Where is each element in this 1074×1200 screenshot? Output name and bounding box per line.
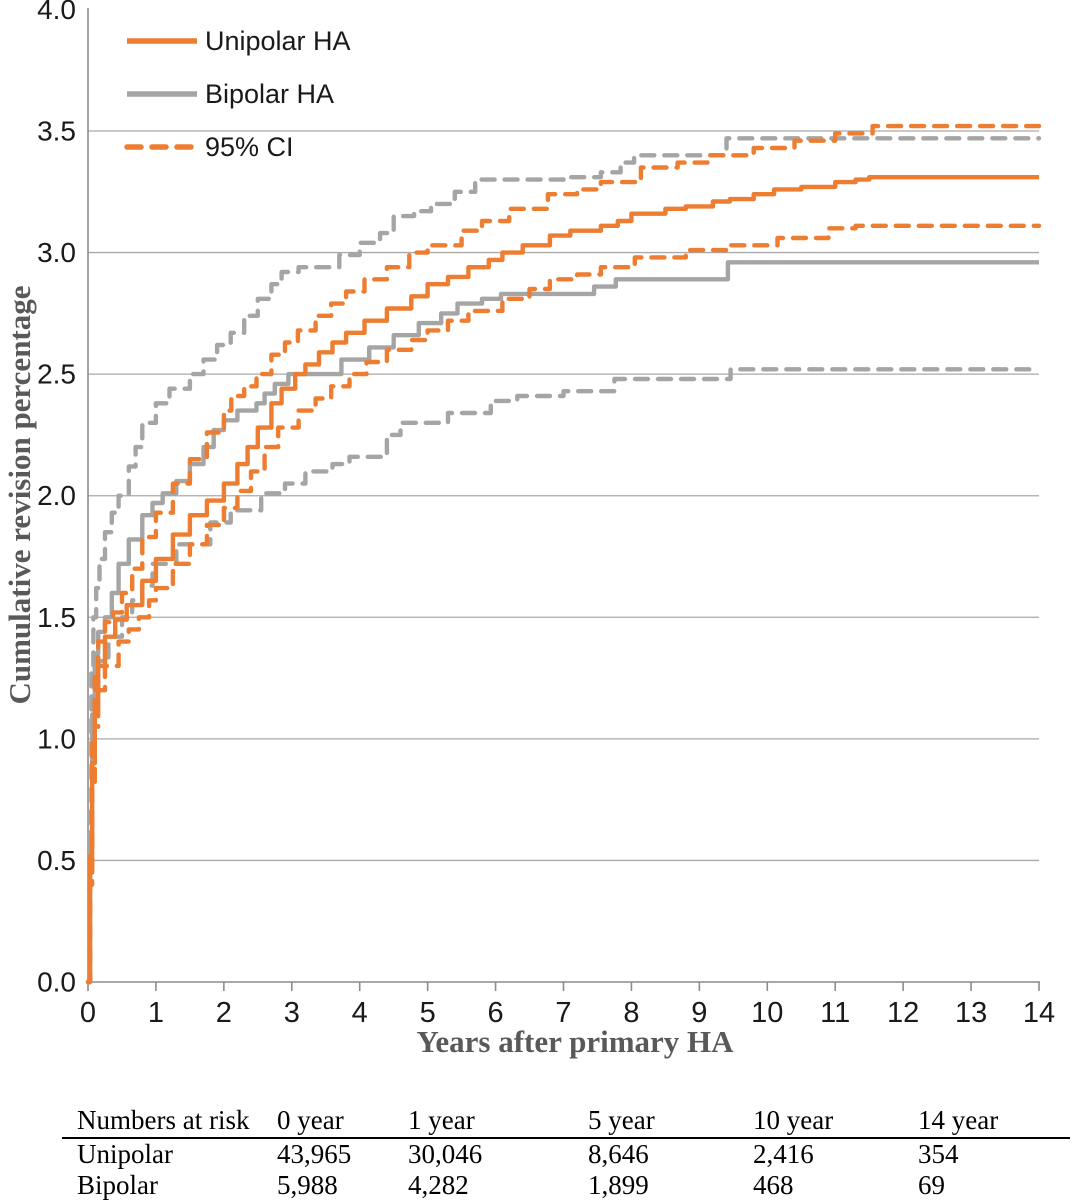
x-tick-label-1: 1 [148, 997, 164, 1029]
curve-unipolar-lower-ci [85, 223, 1042, 985]
risk-value: 2,416 [753, 1139, 814, 1169]
y-axis-title: Cumulative revision percentage [2, 285, 37, 704]
x-tick-label-4: 4 [352, 997, 368, 1029]
curve-bipolar-lower-ci [85, 367, 1042, 985]
y-tick-label-3.0: 3.0 [37, 237, 76, 268]
x-axis-title: Years after primary HA [416, 1024, 734, 1059]
y-tick-label-2.0: 2.0 [37, 480, 76, 511]
legend-label-1: Bipolar HA [205, 79, 334, 109]
risk-table-row-unipolar: Unipolar 43,965 30,046 8,646 2,416 354 [62, 1138, 1070, 1170]
risk-table-row-bipolar: Bipolar 5,988 4,282 1,899 468 69 [62, 1170, 1070, 1200]
risk-value: 4,282 [408, 1170, 588, 1200]
x-tick-label-7: 7 [555, 997, 571, 1029]
chart-layers: 0 1 2 3 4 5 6 7 8 9 10 11 12 13 140.00.51.01.52.02.53.… [37, 0, 1055, 1029]
y-tick-label-0.0: 0.0 [37, 967, 76, 998]
y-tick-label-1.0: 1.0 [37, 723, 76, 754]
x-tick-label-12: 12 [887, 997, 919, 1029]
y-tick-label-3.5: 3.5 [37, 116, 76, 147]
risk-table-header: Numbers at risk [62, 1103, 277, 1139]
x-tick-label-6: 6 [488, 997, 504, 1029]
x-tick-label-5: 5 [420, 997, 436, 1029]
risk-table-header: 5 year [588, 1103, 753, 1139]
risk-value: 468 [753, 1170, 918, 1200]
risk-value: 30,046 [408, 1139, 483, 1169]
legend-label-0: Unipolar HA [205, 26, 351, 56]
risk-table-header: 0 year [277, 1103, 408, 1139]
risk-row-label: Bipolar [62, 1170, 277, 1200]
y-tick-label-2.5: 2.5 [37, 359, 76, 390]
legend-label-2: 95% CI [205, 132, 294, 162]
y-tick-label-4.0: 4.0 [37, 0, 76, 25]
curve-bipolar-upper-ci [85, 136, 1042, 985]
risk-value: 8,646 [588, 1139, 649, 1169]
x-tick-label-3: 3 [284, 997, 300, 1029]
x-tick-label-0: 0 [80, 997, 96, 1029]
risk-table-header: 10 year [753, 1103, 918, 1139]
numbers-at-risk-table: Numbers at risk 0 year 1 year 5 year 10 … [62, 1103, 1070, 1200]
risk-value: 69 [918, 1170, 1070, 1200]
risk-table-header-row: Numbers at risk 0 year 1 year 5 year 10 … [62, 1103, 1070, 1139]
risk-table-header: 1 year [408, 1103, 588, 1139]
risk-value: 354 [918, 1139, 959, 1169]
x-tick-label-10: 10 [751, 997, 783, 1029]
risk-row-label: Unipolar [77, 1139, 173, 1169]
y-tick-label-1.5: 1.5 [37, 602, 76, 633]
x-tick-label-8: 8 [623, 997, 639, 1029]
risk-table-header: 14 year [918, 1103, 1070, 1139]
curve-unipolar-ha [87, 175, 1039, 985]
curve-bipolar-ha [87, 260, 1039, 985]
risk-value: 1,899 [588, 1170, 753, 1200]
risk-value: 5,988 [277, 1170, 408, 1200]
x-tick-label-14: 14 [1023, 997, 1055, 1029]
x-tick-label-2: 2 [216, 997, 232, 1029]
y-tick-label-0.5: 0.5 [37, 845, 76, 876]
x-tick-label-11: 11 [820, 997, 850, 1029]
revision-chart: 0 1 2 3 4 5 6 7 8 9 10 11 12 13 140.00.51.01.52.02.53.… [2, 0, 1055, 1059]
risk-value: 43,965 [277, 1139, 352, 1169]
x-tick-label-9: 9 [691, 997, 707, 1029]
curve-unipolar-upper-ci [85, 123, 1042, 985]
x-tick-label-13: 13 [955, 997, 987, 1029]
